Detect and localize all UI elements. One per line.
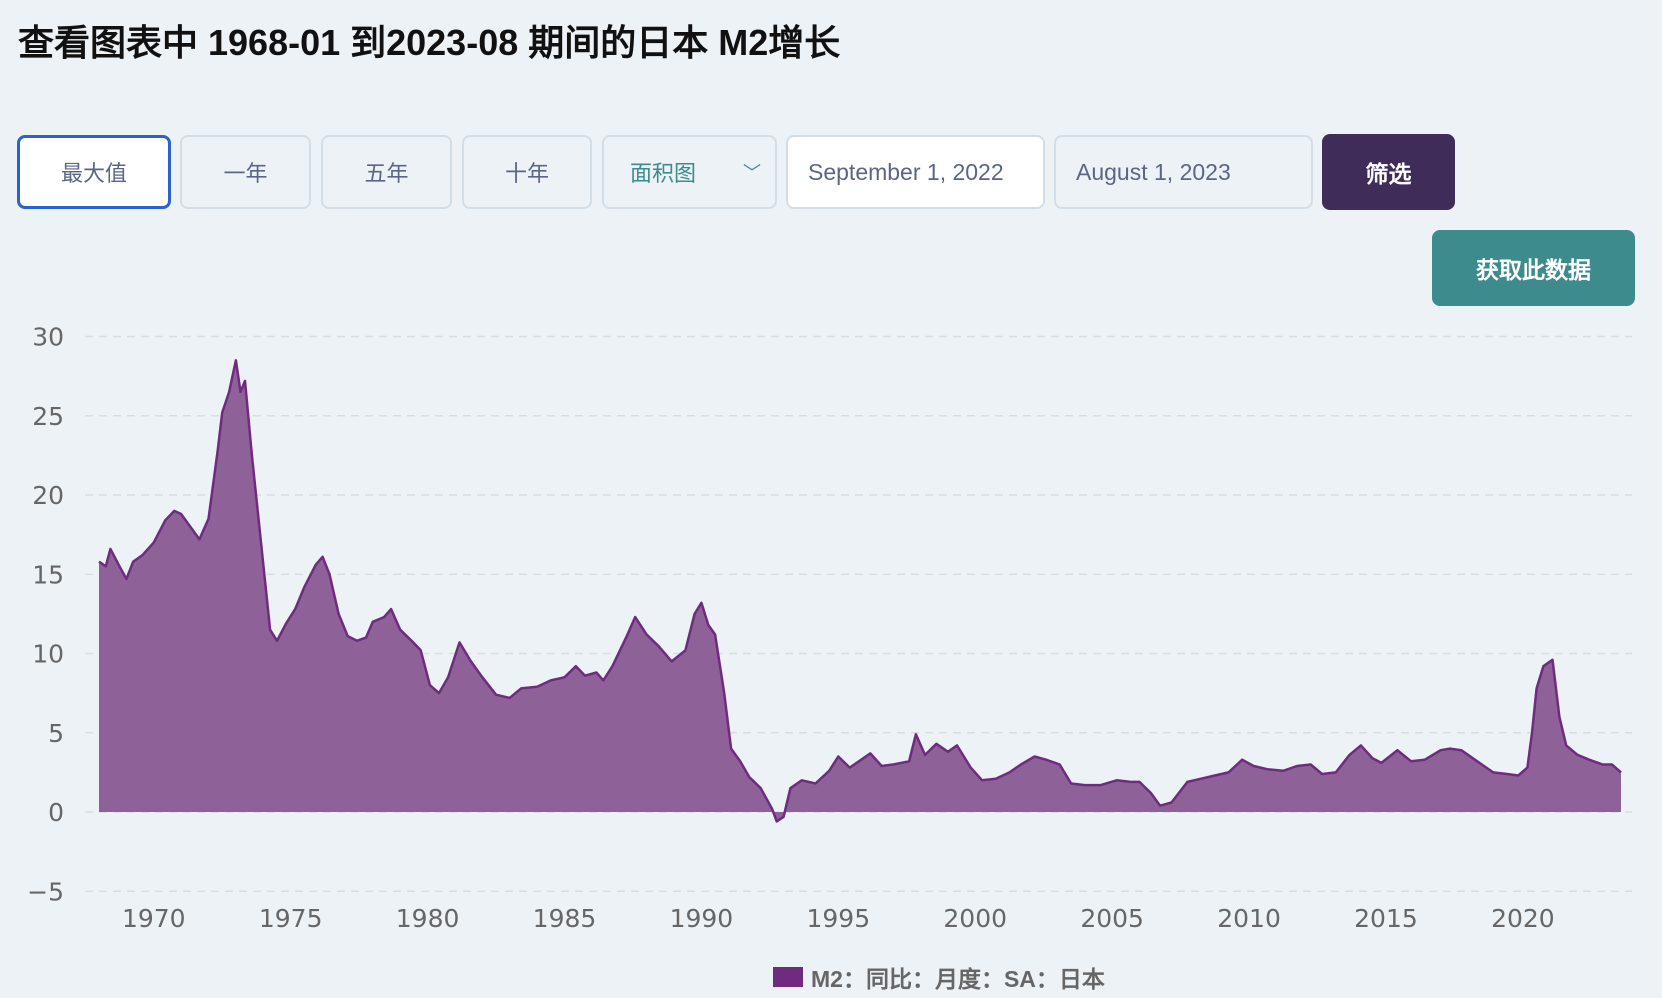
y-tick-label: 0 [48, 798, 64, 827]
x-tick-label: 1985 [533, 904, 597, 933]
series-line [98, 359, 1622, 823]
x-tick-label: 1990 [670, 904, 734, 933]
y-tick-label: 30 [32, 323, 64, 352]
area-fill [99, 360, 1621, 822]
y-tick-label: 15 [32, 560, 64, 589]
y-tick-label: 25 [32, 402, 64, 431]
x-tick-label: 2005 [1080, 904, 1144, 933]
x-tick-label: 1980 [396, 904, 460, 933]
legend[interactable]: M2：同比：月度：SA：日本 [773, 960, 1105, 994]
page-title: 查看图表中 1968-01 到2023-08 期间的日本 M2增长 [18, 22, 841, 63]
x-tick-label: 1975 [259, 904, 323, 933]
chevron-down-icon: ﹀ [743, 163, 761, 183]
y-tick-label: 20 [32, 481, 64, 510]
date-from-input[interactable]: September 1, 2022 [786, 135, 1045, 209]
x-tick-label: 2015 [1354, 904, 1418, 933]
legend-swatch [773, 967, 803, 987]
get-data-button[interactable]: 获取此数据 [1432, 230, 1635, 306]
date-to-input[interactable]: August 1, 2023 [1054, 135, 1313, 209]
x-tick-label: 1995 [807, 904, 871, 933]
x-tick-label: 2010 [1217, 904, 1281, 933]
legend-label: M2：同比：月度：SA：日本 [811, 966, 1105, 992]
chart-type-value: 面积图 [630, 161, 697, 186]
x-tick-label: 2020 [1491, 904, 1555, 933]
x-tick-label: 2000 [943, 904, 1007, 933]
y-tick-label: 10 [32, 640, 64, 669]
y-tick-label: 5 [48, 719, 64, 748]
range-1y-button[interactable]: 一年 [180, 135, 311, 209]
y-tick-label: −5 [27, 877, 64, 906]
x-tick-label: 1970 [122, 904, 186, 933]
chart-type-select[interactable]: 面积图 ﹀ [602, 135, 777, 209]
range-5y-button[interactable]: 五年 [321, 135, 452, 209]
filter-button[interactable]: 筛选 [1322, 134, 1455, 210]
range-10y-button[interactable]: 十年 [462, 135, 592, 209]
range-max-button[interactable]: 最大值 [17, 135, 171, 209]
